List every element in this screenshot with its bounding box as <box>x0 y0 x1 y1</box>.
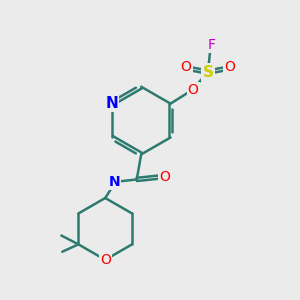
Text: N: N <box>108 175 120 189</box>
Text: H: H <box>106 176 114 186</box>
Text: N: N <box>106 96 118 111</box>
Text: O: O <box>188 83 199 97</box>
Text: S: S <box>202 64 213 80</box>
Text: F: F <box>208 38 216 52</box>
Text: O: O <box>100 253 111 267</box>
Text: O: O <box>181 60 191 74</box>
Text: O: O <box>159 170 170 184</box>
Text: O: O <box>224 60 235 74</box>
